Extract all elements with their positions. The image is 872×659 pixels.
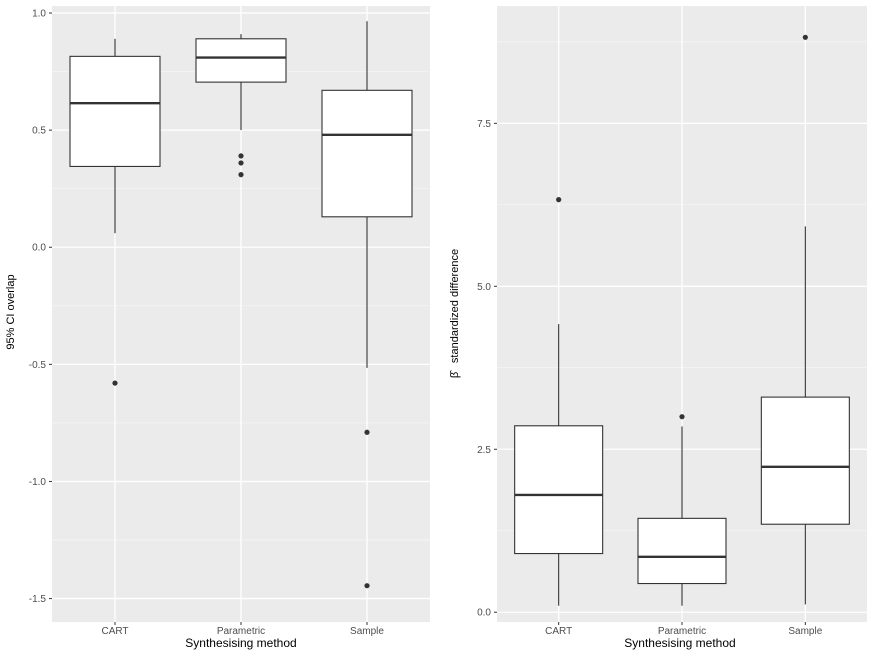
outlier-point [364,429,370,435]
left-x-axis-title: Synthesising method [185,636,296,650]
y-tick-label: 7.5 [477,119,491,130]
y-tick-label: 5.0 [477,282,491,293]
outlier-point [238,160,244,166]
right-x-tick-labels: CART Parametric Sample [545,622,823,637]
right-boxes [514,34,850,606]
box-sample [321,21,413,589]
y-tick-label: -1.5 [29,594,47,605]
box-parametric [195,34,287,178]
left-y-tick-labels: 1.0 0.5 0.0 -0.5 -1.0 -1.5 [29,9,52,605]
x-tick-label: CART [545,626,572,637]
left-chart: 1.0 0.5 0.0 -0.5 -1.0 -1.5 CART Parametric Samp… [5,6,430,650]
right-x-axis-title: Synthesising method [624,636,735,650]
box-sample [760,34,850,605]
iqr-box [321,89,413,218]
iqr-box [514,425,604,555]
y-tick-label: 0.0 [32,243,46,254]
right-chart: 0.0 2.5 5.0 7.5 CART Parametric Sample Synthe… [449,6,867,650]
y-tick-label: -1.0 [29,477,47,488]
y-tick-label: -0.5 [29,360,47,371]
iqr-box [69,55,161,167]
outlier-point [364,583,370,589]
iqr-box [195,38,287,83]
x-tick-label: Parametric [658,626,706,637]
outlier-point [112,380,118,386]
y-tick-label: 1.0 [32,9,46,20]
x-tick-label: Sample [788,626,822,637]
x-tick-label: Parametric [217,626,265,637]
right-y-axis-text: standardized difference [449,249,461,363]
outlier-point [238,153,244,159]
box-cart [69,38,161,386]
left-x-tick-labels: CART Parametric Sample [101,622,384,637]
right-y-axis-title: β̂ standardized difference [449,249,461,378]
outlier-point [556,197,562,203]
right-y-tick-labels: 0.0 2.5 5.0 7.5 [477,119,497,619]
outlier-point [679,414,685,420]
outlier-point [802,34,808,40]
x-tick-label: Sample [350,626,384,637]
iqr-box [760,396,850,525]
y-tick-label: 0.0 [477,608,491,619]
right-y-axis-symbol: β̂ [449,370,461,378]
box-cart [514,197,604,606]
y-tick-label: 0.5 [32,126,46,137]
iqr-box [637,517,727,585]
left-boxes [69,21,413,589]
left-y-axis-title: 95% CI overlap [5,274,17,349]
y-tick-label: 2.5 [477,445,491,456]
box-parametric [637,414,727,606]
x-tick-label: CART [101,626,128,637]
outlier-point [238,172,244,178]
